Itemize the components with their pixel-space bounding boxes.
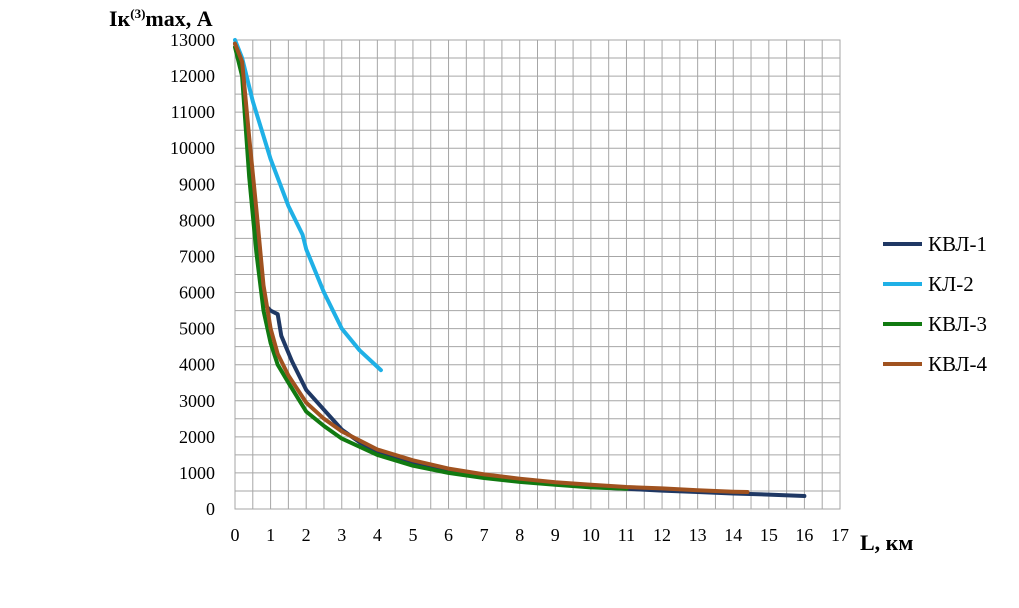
series-line-3 xyxy=(233,45,629,491)
y-tick-label: 2000 xyxy=(179,427,215,447)
series-line-4 xyxy=(233,41,750,494)
x-tick-label: 10 xyxy=(582,525,600,545)
x-axis-title: L, км xyxy=(860,530,913,555)
legend-label-kvl-3: КВЛ-3 xyxy=(928,312,987,336)
legend-item-kl-2: КЛ-2 xyxy=(883,272,974,296)
x-tick-label: 12 xyxy=(653,525,671,545)
x-tick-label: 17 xyxy=(831,525,849,545)
x-tick-label: 0 xyxy=(231,525,240,545)
y-tick-label: 7000 xyxy=(179,246,215,266)
y-tick-label: 4000 xyxy=(179,355,215,375)
y-tick-label: 11000 xyxy=(171,102,215,122)
x-tick-label: 6 xyxy=(444,525,453,545)
x-tick-label: 3 xyxy=(337,525,346,545)
series-line-2 xyxy=(233,38,383,373)
y-axis-title: Iк(3)max, А xyxy=(109,6,213,31)
x-tick-label: 1 xyxy=(266,525,275,545)
y-tick-label: 3000 xyxy=(179,391,215,411)
y-tick-label: 6000 xyxy=(179,283,215,303)
legend-item-kvl-4: КВЛ-4 xyxy=(883,352,987,376)
x-axis-tick-labels: 0 1 2 3 4 5 6 7 8 9 10 11 12 13 14 15 16 17 xyxy=(231,525,850,545)
y-tick-label: 0 xyxy=(206,499,215,519)
y-tick-label: 5000 xyxy=(179,319,215,339)
y-tick-label: 8000 xyxy=(179,210,215,230)
legend-label-kvl-4: КВЛ-4 xyxy=(928,352,987,376)
x-tick-label: 14 xyxy=(724,525,742,545)
plot-area-frame xyxy=(234,39,841,510)
legend-label-kl-2: КЛ-2 xyxy=(928,272,974,296)
legend: КВЛ-1 КЛ-2 КВЛ-3 КВЛ-4 xyxy=(883,232,987,376)
y-tick-label: 12000 xyxy=(170,66,215,86)
x-tick-label: 7 xyxy=(480,525,489,545)
x-tick-label: 8 xyxy=(515,525,524,545)
grid-lines xyxy=(234,39,841,510)
legend-item-kvl-3: КВЛ-3 xyxy=(883,312,987,336)
y-tick-label: 10000 xyxy=(170,138,215,158)
x-tick-label: 15 xyxy=(760,525,778,545)
x-tick-label: 16 xyxy=(795,525,813,545)
x-tick-label: 9 xyxy=(551,525,560,545)
x-tick-label: 4 xyxy=(373,525,382,545)
legend-item-kvl-1: КВЛ-1 xyxy=(883,232,987,256)
y-axis-tick-labels: 0 1000 2000 3000 4000 5000 6000 7000 8000 9000 100… xyxy=(170,30,215,519)
legend-label-kvl-1: КВЛ-1 xyxy=(928,232,987,256)
y-tick-label: 13000 xyxy=(170,30,215,50)
series-lines xyxy=(233,38,807,498)
x-tick-label: 11 xyxy=(618,525,635,545)
y-tick-label: 9000 xyxy=(179,174,215,194)
y-tick-label: 1000 xyxy=(179,463,215,483)
x-tick-label: 5 xyxy=(408,525,417,545)
x-tick-label: 13 xyxy=(689,525,707,545)
x-tick-label: 2 xyxy=(302,525,311,545)
